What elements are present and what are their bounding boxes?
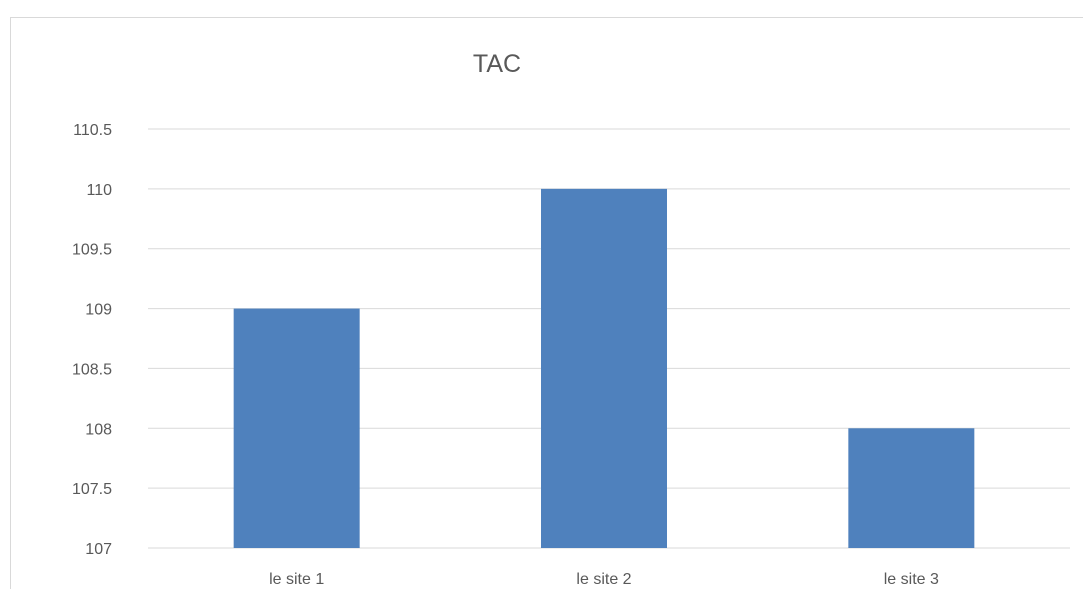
x-axis-tick-labels: le site 1 le site 2 le site 3 (269, 571, 939, 588)
y-tick-label: 108 (85, 421, 112, 438)
y-tick-label: 109.5 (72, 242, 112, 259)
bar-1 (234, 309, 360, 548)
x-tick-label: le site 2 (576, 571, 631, 588)
bar-2 (541, 189, 667, 548)
y-tick-label: 108.5 (72, 361, 112, 378)
bar-3 (848, 428, 974, 548)
y-tick-label: 107 (85, 541, 112, 558)
x-tick-label: le site 3 (884, 571, 939, 588)
y-axis-tick-labels: 107 107.5 108 108.5 109 109.5 110 110.5 (72, 122, 112, 558)
x-tick-label: le site 1 (269, 571, 324, 588)
chart-title: TAC (473, 50, 521, 78)
y-tick-label: 110 (86, 182, 112, 199)
y-tick-label: 107.5 (72, 481, 112, 498)
y-tick-label: 109 (85, 302, 112, 319)
y-tick-label: 110.5 (73, 122, 112, 139)
